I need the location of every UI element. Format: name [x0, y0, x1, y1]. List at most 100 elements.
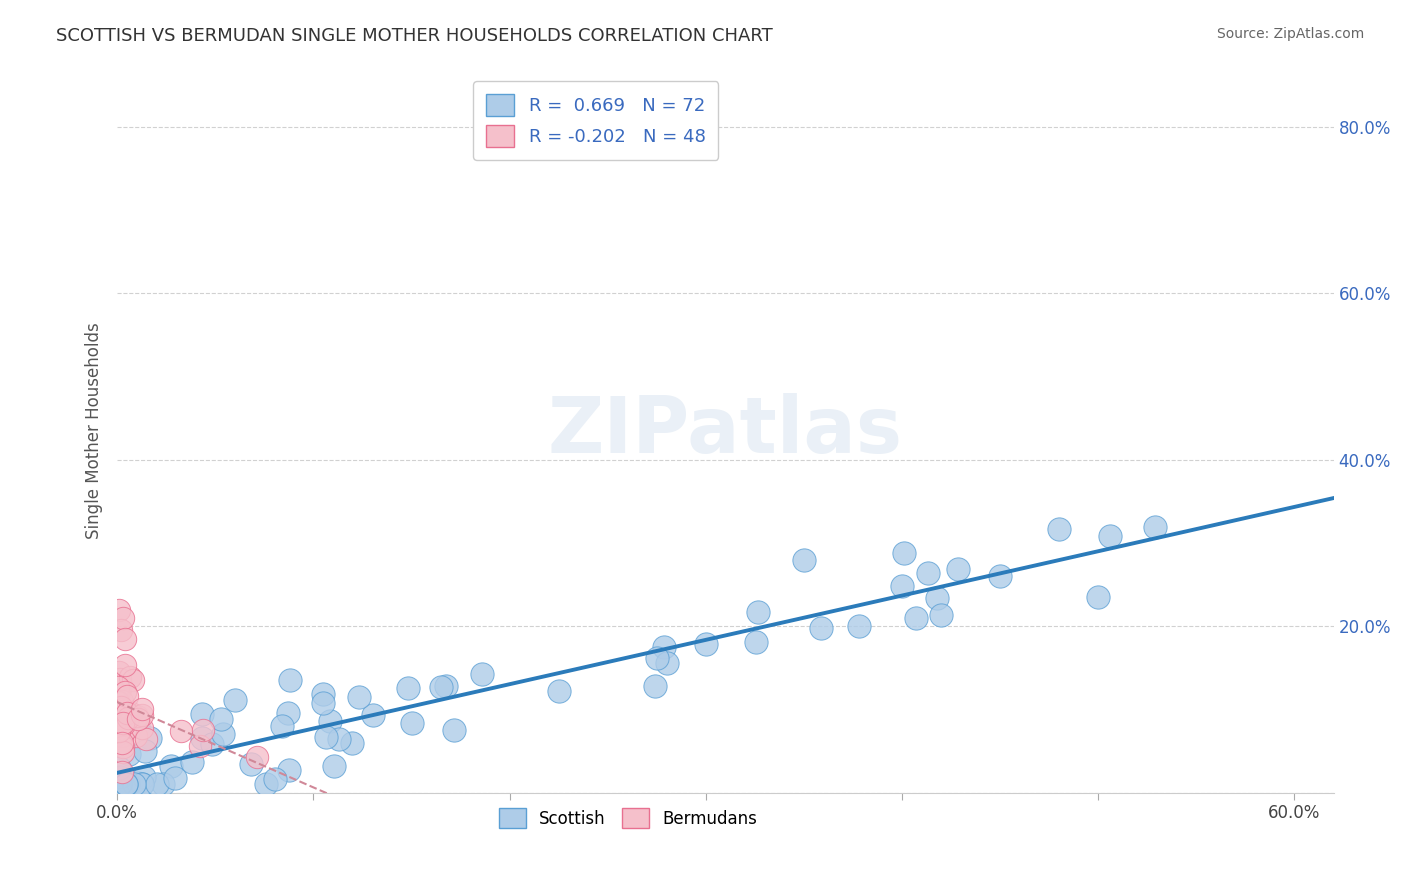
Point: [1087, 591, 1109, 605]
Point: [246, 750, 269, 764]
Point: [652, 640, 675, 655]
Point: [188, 739, 211, 753]
Point: [118, 747, 141, 761]
Point: [112, 739, 135, 754]
Point: [112, 745, 135, 759]
Point: [114, 777, 136, 791]
Point: [138, 731, 160, 745]
Point: [905, 611, 928, 625]
Point: [224, 693, 246, 707]
Point: [271, 719, 294, 733]
Point: [927, 591, 949, 606]
Point: [328, 732, 350, 747]
Point: [315, 731, 337, 745]
Point: [848, 618, 870, 632]
Point: [312, 687, 335, 701]
Point: [131, 707, 153, 722]
Point: [131, 721, 153, 735]
Point: [917, 566, 939, 580]
Point: [201, 737, 224, 751]
Point: [110, 682, 132, 697]
Point: [180, 755, 202, 769]
Point: [125, 730, 148, 744]
Point: [107, 723, 129, 738]
Point: [115, 777, 138, 791]
Point: [108, 761, 131, 775]
Point: [644, 679, 666, 693]
Point: [112, 611, 135, 625]
Point: [110, 624, 132, 638]
Point: [110, 714, 132, 728]
Point: [212, 726, 235, 740]
Point: [108, 736, 131, 750]
Point: [1098, 529, 1121, 543]
Point: [111, 764, 134, 779]
Point: [108, 711, 131, 725]
Point: [122, 777, 145, 791]
Point: [548, 683, 571, 698]
Point: [111, 694, 134, 708]
Text: SCOTTISH VS BERMUDAN SINGLE MOTHER HOUSEHOLDS CORRELATION CHART: SCOTTISH VS BERMUDAN SINGLE MOTHER HOUSE…: [56, 27, 773, 45]
Point: [988, 569, 1011, 583]
Point: [322, 759, 344, 773]
Point: [278, 673, 301, 687]
Point: [361, 707, 384, 722]
Point: [471, 667, 494, 681]
Point: [131, 777, 153, 791]
Point: [127, 712, 149, 726]
Point: [117, 706, 139, 720]
Point: [163, 771, 186, 785]
Point: [114, 658, 136, 673]
Point: [946, 562, 969, 576]
Point: [111, 736, 134, 750]
Point: [108, 777, 131, 791]
Point: [254, 777, 277, 791]
Point: [107, 724, 129, 739]
Point: [209, 712, 232, 726]
Point: [117, 711, 139, 725]
Point: [443, 723, 465, 737]
Point: [108, 700, 131, 714]
Text: ZIPatlas: ZIPatlas: [548, 392, 903, 468]
Point: [170, 723, 193, 738]
Point: [278, 763, 301, 777]
Point: [191, 723, 214, 738]
Point: [1144, 520, 1167, 534]
Point: [146, 777, 169, 791]
Point: [107, 695, 129, 709]
Point: [110, 678, 132, 692]
Point: [893, 546, 915, 560]
Point: [191, 707, 214, 722]
Point: [114, 723, 136, 737]
Point: [747, 606, 769, 620]
Point: [657, 656, 679, 670]
Y-axis label: Single Mother Households: Single Mother Households: [86, 322, 103, 539]
Point: [112, 717, 135, 731]
Point: [134, 770, 156, 784]
Point: [810, 621, 832, 635]
Point: [127, 719, 149, 733]
Point: [120, 706, 142, 720]
Point: [107, 680, 129, 694]
Point: [122, 673, 145, 687]
Point: [111, 715, 134, 730]
Point: [312, 696, 335, 710]
Point: [264, 772, 287, 786]
Point: [135, 731, 157, 746]
Point: [108, 602, 131, 616]
Point: [108, 770, 131, 784]
Point: [745, 635, 768, 649]
Point: [108, 713, 131, 727]
Point: [134, 744, 156, 758]
Point: [114, 684, 136, 698]
Point: [107, 712, 129, 726]
Point: [891, 579, 914, 593]
Text: Source: ZipAtlas.com: Source: ZipAtlas.com: [1216, 27, 1364, 41]
Point: [110, 729, 132, 743]
Point: [342, 736, 364, 750]
Point: [110, 700, 132, 714]
Point: [239, 757, 262, 772]
Point: [108, 672, 131, 686]
Legend: Scottish, Bermudans: Scottish, Bermudans: [492, 801, 763, 835]
Point: [396, 681, 419, 695]
